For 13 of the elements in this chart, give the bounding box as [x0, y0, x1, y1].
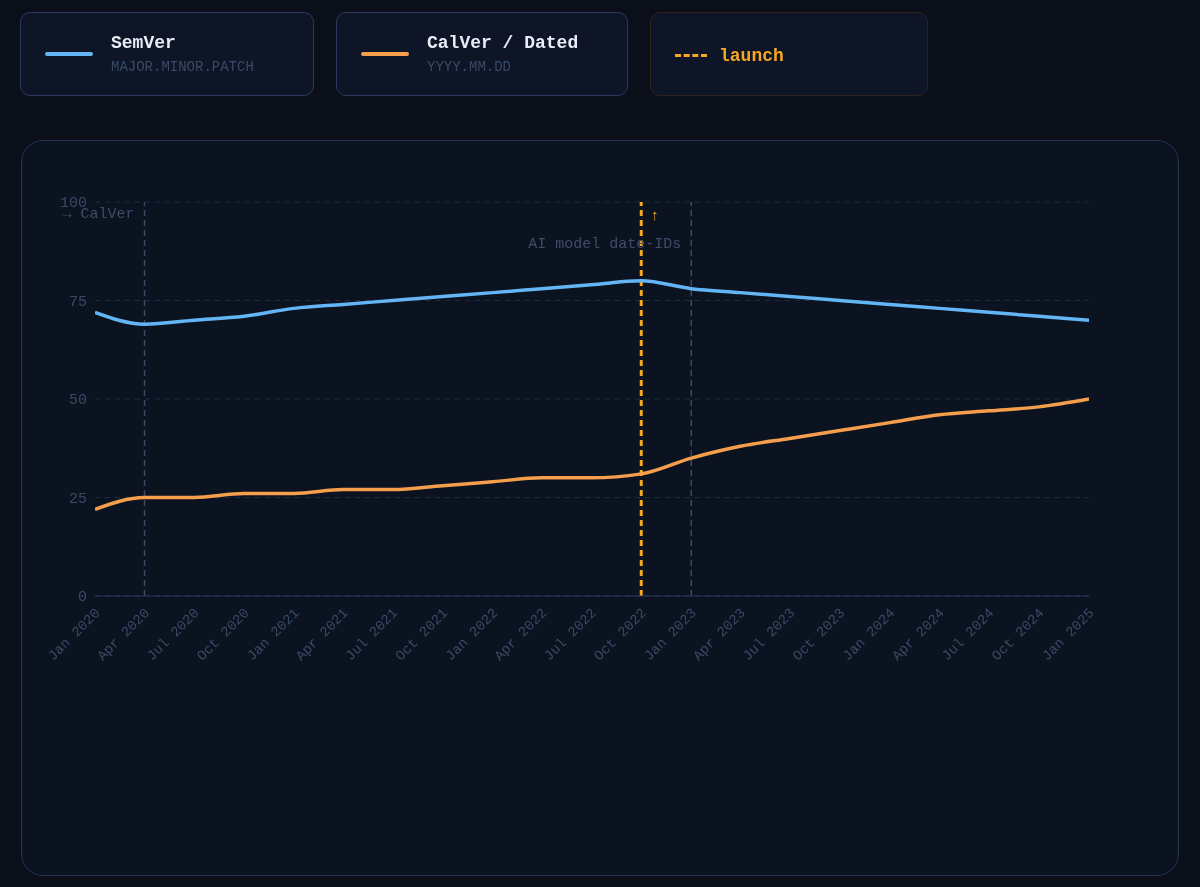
- line-series: [95, 397, 1089, 512]
- text: MAJOR.MINOR.PATCH: [111, 59, 254, 75]
- line-series: [95, 279, 1089, 326]
- legend-title: launch: [718, 45, 784, 66]
- legend-label: CalVer / Dated: [427, 33, 579, 53]
- text: YYYY.MM.DD: [427, 59, 512, 75]
- y-tick-label: 25: [68, 490, 87, 508]
- ref-line-label: AI model date-IDs: [528, 236, 682, 253]
- y-tick-label: 75: [68, 293, 87, 311]
- legend-label: SemVer: [111, 33, 177, 53]
- y-tick-label: 50: [68, 392, 87, 410]
- y-tick-label: 0: [77, 589, 87, 607]
- ref-line-label: ↑: [650, 208, 660, 225]
